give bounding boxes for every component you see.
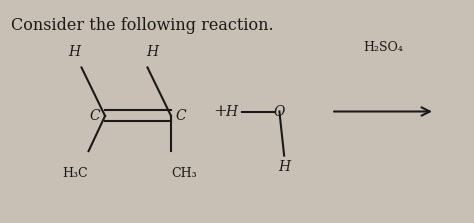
Text: H: H <box>68 45 81 59</box>
Text: C: C <box>176 109 186 123</box>
Text: C: C <box>90 109 100 123</box>
Text: Consider the following reaction.: Consider the following reaction. <box>11 17 273 34</box>
Text: O: O <box>273 105 285 118</box>
Text: H: H <box>278 160 290 174</box>
Text: H₃C: H₃C <box>63 167 88 180</box>
Text: H: H <box>225 105 237 118</box>
Text: +: + <box>214 103 228 120</box>
Text: H: H <box>146 45 158 59</box>
Text: H₂SO₄: H₂SO₄ <box>363 41 403 54</box>
Text: CH₃: CH₃ <box>171 167 197 180</box>
